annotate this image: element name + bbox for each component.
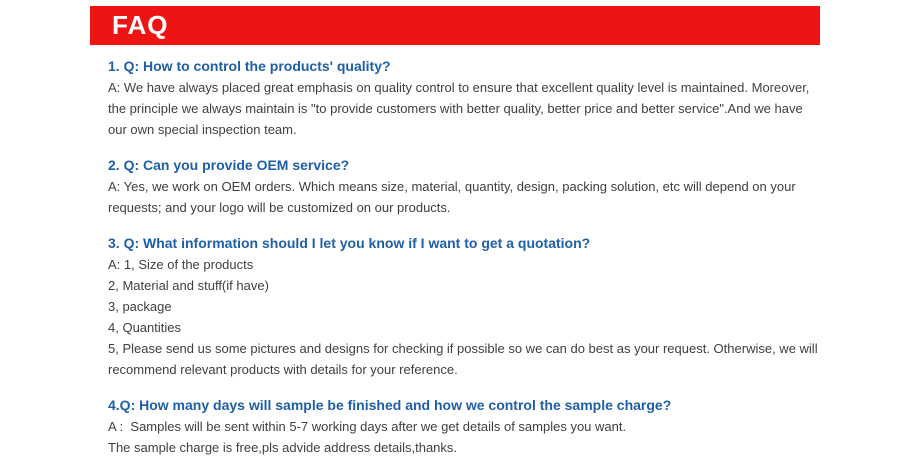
faq-item: 3. Q: What information should I let you … <box>108 233 820 380</box>
faq-question: 3. Q: What information should I let you … <box>108 235 591 251</box>
faq-answer-line: A : Samples will be sent within 5-7 work… <box>108 419 627 434</box>
faq-answer-line: A: 1, Size of the products <box>108 257 254 272</box>
faq-answer-line: 4, Quantities <box>108 320 181 335</box>
faq-answer-line: 3, package <box>108 299 172 314</box>
faq-answer-line: requests; and your logo will be customiz… <box>108 200 451 215</box>
faq-title: FAQ <box>112 10 169 40</box>
faq-item: 1. Q: How to control the products' quali… <box>108 56 820 140</box>
faq-answer-line: A: We have always placed great emphasis … <box>108 80 810 95</box>
faq-list: 1. Q: How to control the products' quali… <box>108 56 820 460</box>
faq-question: 2. Q: Can you provide OEM service? <box>108 157 350 173</box>
faq-answer-line: recommend relevant products with details… <box>108 362 458 377</box>
faq-item: 2. Q: Can you provide OEM service? A: Ye… <box>108 155 820 218</box>
faq-answer-line: our own special inspection team. <box>108 122 297 137</box>
faq-answer-line: A: Yes, we work on OEM orders. Which mea… <box>108 179 796 194</box>
faq-question: 4.Q: How many days will sample be finish… <box>108 397 672 413</box>
faq-answer-line: The sample charge is free,pls advide add… <box>108 440 458 455</box>
faq-question: 1. Q: How to control the products' quali… <box>108 58 391 74</box>
faq-answer-line: the principle we always maintain is "to … <box>108 101 803 116</box>
faq-item: 4.Q: How many days will sample be finish… <box>108 395 820 458</box>
faq-header-bar: FAQ <box>90 6 820 45</box>
faq-answer-line: 5, Please send us some pictures and desi… <box>108 341 818 356</box>
faq-answer-line: 2, Material and stuff(if have) <box>108 278 269 293</box>
